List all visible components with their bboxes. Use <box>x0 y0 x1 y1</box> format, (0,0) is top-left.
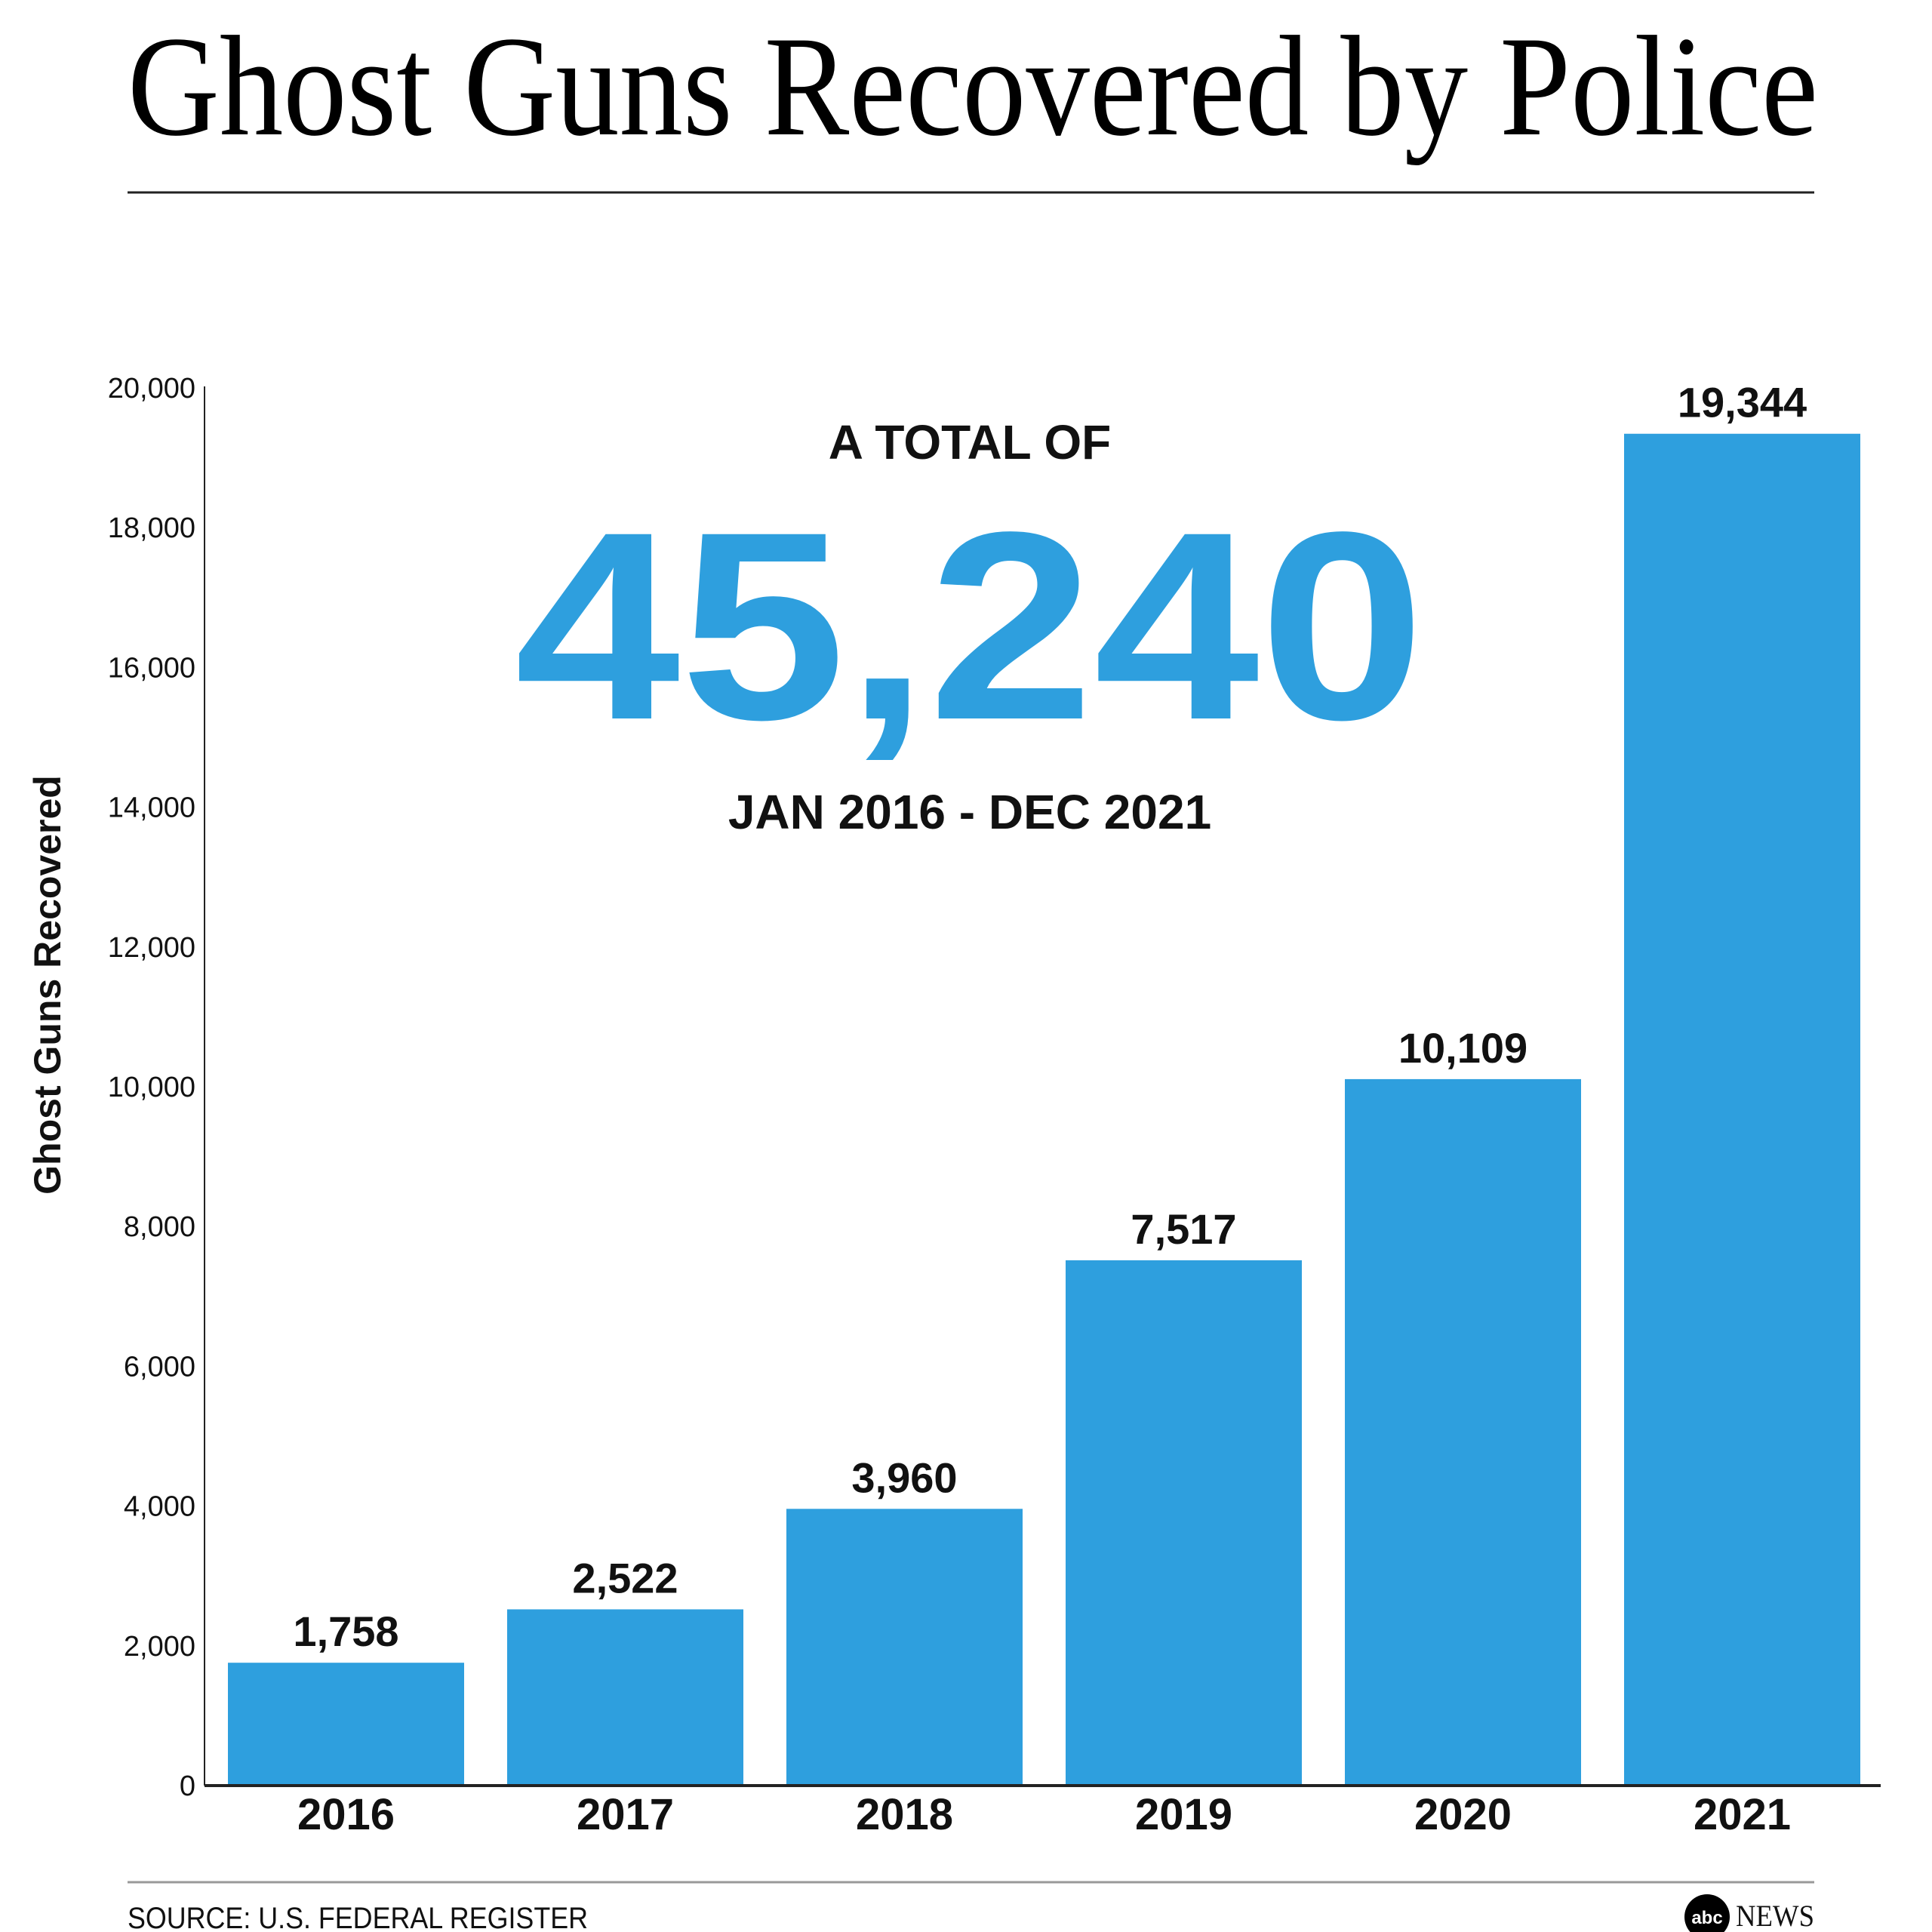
x-tick-label: 2016 <box>297 1790 395 1839</box>
x-tick-label: 2018 <box>856 1790 953 1839</box>
y-tick-label: 16,000 <box>108 652 195 684</box>
source-text: SOURCE: U.S. FEDERAL REGISTER <box>128 1902 588 1932</box>
logo-abc-text: abc <box>1691 1908 1722 1928</box>
bars: 1,758 2016 2,522 2017 3,960 2018 7,517 2019 10,1… <box>228 379 1860 1839</box>
bar-2019 <box>1066 1260 1302 1786</box>
y-tick-label: 0 <box>180 1770 195 1802</box>
total-lead-text: A TOTAL OF <box>829 415 1112 469</box>
y-tick-label: 10,000 <box>108 1072 195 1103</box>
x-tick-label: 2017 <box>577 1790 674 1839</box>
bar-value-label: 3,960 <box>851 1454 957 1501</box>
y-tick-label: 12,000 <box>108 932 195 964</box>
bar-2021 <box>1624 433 1860 1786</box>
bar-2017 <box>507 1609 743 1786</box>
bar-value-label: 1,758 <box>293 1607 398 1655</box>
x-tick-label: 2019 <box>1135 1790 1232 1839</box>
bar-2020 <box>1345 1078 1581 1786</box>
logo-news-text: NEWS <box>1736 1899 1814 1932</box>
bar-value-label: 2,522 <box>572 1554 678 1601</box>
y-tick-label: 8,000 <box>124 1211 195 1243</box>
bar-2018 <box>786 1509 1023 1786</box>
y-tick-label: 2,000 <box>124 1631 195 1663</box>
y-axis-label: Ghost Guns Recovered <box>26 775 69 1195</box>
y-tick-label: 4,000 <box>124 1491 195 1523</box>
y-tick-label: 6,000 <box>124 1351 195 1383</box>
y-tick-label: 14,000 <box>108 792 195 824</box>
bar-value-label: 7,517 <box>1131 1205 1236 1253</box>
y-axis-ticks: 0 2,000 4,000 6,000 8,000 10,000 12,000 14,000 1… <box>108 373 195 1802</box>
y-tick-label: 18,000 <box>108 512 195 544</box>
bar-2016 <box>228 1663 464 1786</box>
total-period: JAN 2016 - DEC 2021 <box>728 785 1211 839</box>
y-tick-label: 20,000 <box>108 373 195 405</box>
x-tick-label: 2020 <box>1414 1790 1512 1839</box>
total-value: 45,240 <box>515 477 1425 776</box>
x-tick-label: 2021 <box>1694 1790 1791 1839</box>
bar-value-label: 19,344 <box>1678 379 1807 426</box>
bar-value-label: 10,109 <box>1398 1024 1527 1072</box>
abc-news-logo: abc NEWS <box>1684 1894 1814 1932</box>
chart-title: Ghost Guns Recovered by Police <box>128 8 1818 166</box>
